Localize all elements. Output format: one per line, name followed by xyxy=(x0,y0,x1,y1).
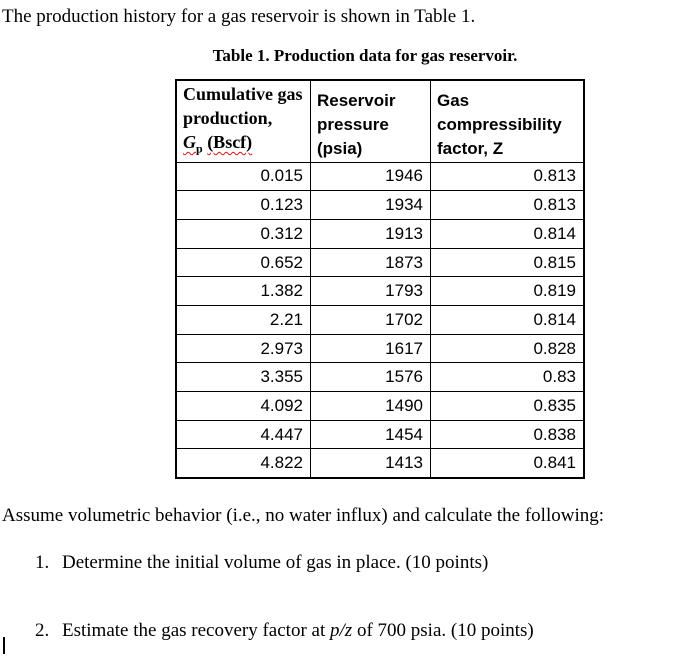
intro-paragraph: The production history for a gas reservo… xyxy=(2,6,476,27)
cell-z: 0.83 xyxy=(430,362,585,393)
table-row: 0.652 1873 0.815 xyxy=(175,247,585,278)
gp-unit: (Bscf) xyxy=(207,132,253,152)
cell-gp: 0.312 xyxy=(175,218,311,249)
table-caption: Table 1. Production data for gas reservo… xyxy=(212,46,518,65)
cell-pressure: 1793 xyxy=(310,276,431,307)
table-row: 4.822 1413 0.841 xyxy=(175,448,585,479)
text-cursor xyxy=(3,637,5,654)
cell-z: 0.814 xyxy=(430,218,585,249)
table-row: 4.092 1490 0.835 xyxy=(175,391,585,421)
cell-gp: 4.092 xyxy=(175,391,311,421)
table-row: 3.355 1576 0.83 xyxy=(175,362,585,393)
cell-z: 0.841 xyxy=(430,448,585,479)
cell-z: 0.819 xyxy=(430,276,585,307)
question-2-text-before: Estimate the gas recovery factor at xyxy=(62,620,330,641)
cell-gp: 3.355 xyxy=(175,362,311,393)
cell-pressure: 1946 xyxy=(310,161,431,192)
cell-z: 0.835 xyxy=(430,391,585,421)
cell-pressure: 1413 xyxy=(310,448,431,479)
question-1-text: Determine the initial volume of gas in p… xyxy=(62,552,489,573)
table-row: 2.21 1702 0.814 xyxy=(175,305,585,335)
table-row: 4.447 1454 0.838 xyxy=(175,419,585,450)
question-2-number: 2. xyxy=(35,620,50,641)
cell-z: 0.815 xyxy=(430,247,585,278)
table-row: 2.973 1617 0.828 xyxy=(175,333,585,364)
cell-pressure: 1913 xyxy=(310,218,431,249)
cell-gp: 2.21 xyxy=(175,305,311,335)
table-row: 1.382 1793 0.819 xyxy=(175,276,585,307)
gp-symbol: Gp xyxy=(183,132,203,156)
cell-z: 0.828 xyxy=(430,333,585,364)
cell-gp: 4.822 xyxy=(175,448,311,479)
cell-pressure: 1617 xyxy=(310,333,431,364)
table-body: 0.015 1946 0.813 0.123 1934 0.813 0.312 1913 0.8… xyxy=(175,161,585,479)
cell-pressure: 1702 xyxy=(310,305,431,335)
question-2: 2. Estimate the gas recovery factor at p/… xyxy=(35,619,534,642)
cell-gp: 0.015 xyxy=(175,161,311,192)
cell-pressure: 1454 xyxy=(310,419,431,450)
table-row: 0.015 1946 0.813 xyxy=(175,161,585,192)
cell-pressure: 1934 xyxy=(310,190,431,220)
table-row: 0.123 1934 0.813 xyxy=(175,190,585,220)
table-header-row: Cumulative gas production, Gp (Bscf) Res… xyxy=(175,79,585,163)
cell-gp: 0.123 xyxy=(175,190,311,220)
cell-pressure: 1873 xyxy=(310,247,431,278)
question-1-number: 1. xyxy=(35,552,50,573)
cell-z: 0.813 xyxy=(430,161,585,192)
cell-gp: 4.447 xyxy=(175,419,311,450)
table-header: Cumulative gas production, Gp (Bscf) Res… xyxy=(175,79,585,163)
cell-z: 0.838 xyxy=(430,419,585,450)
cell-z: 0.814 xyxy=(430,305,585,335)
col1-header-text: Cumulative gas production, xyxy=(183,84,303,128)
cell-pressure: 1576 xyxy=(310,362,431,393)
assume-paragraph: Assume volumetric behavior (i.e., no wat… xyxy=(2,505,605,526)
cell-z: 0.813 xyxy=(430,190,585,220)
cell-gp: 2.973 xyxy=(175,333,311,364)
col1-header-symbol-unit: Gp (Bscf) xyxy=(183,130,252,161)
cell-pressure: 1490 xyxy=(310,391,431,421)
col-header-gas-compressibility: Gas compressibility factor, Z xyxy=(430,79,585,163)
col-header-cumulative-gas-production: Cumulative gas production, Gp (Bscf) xyxy=(175,79,311,163)
question-2-text-after: of 700 psia. (10 points) xyxy=(352,620,534,641)
cell-gp: 0.652 xyxy=(175,247,311,278)
production-data-table: Cumulative gas production, Gp (Bscf) Res… xyxy=(175,79,585,480)
question-1: 1. Determine the initial volume of gas in… xyxy=(35,551,488,574)
col-header-reservoir-pressure: Reservoir pressure (psia) xyxy=(310,79,431,163)
cell-gp: 1.382 xyxy=(175,276,311,307)
table-row: 0.312 1913 0.814 xyxy=(175,218,585,249)
question-2-italic-pz: p/z xyxy=(330,620,353,641)
